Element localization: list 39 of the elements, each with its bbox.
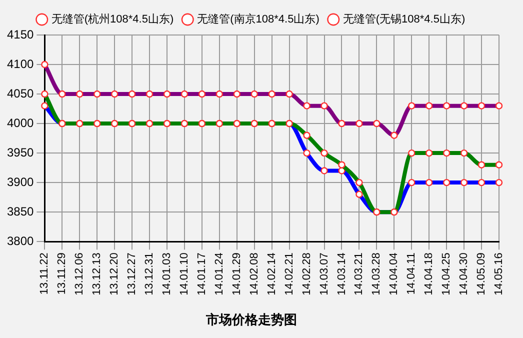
y-tick-label: 3900: [6, 174, 34, 189]
x-tick-label: 14.03.07: [318, 252, 330, 296]
x-tick-label: 13.11.29: [56, 252, 68, 295]
x-tick-label: 13.12.20: [108, 252, 121, 296]
x-tick-label: 14.01.03: [161, 252, 174, 296]
text: 市场价格走势图: [205, 312, 297, 327]
legend-label: 无缝管(无锡108*4.5山东): [342, 12, 466, 26]
x-tick-label: 14.02.28: [300, 252, 313, 296]
x-tick-label: 14.03.21: [353, 252, 366, 296]
x-tick-label: 14.02.14: [266, 252, 278, 296]
x-tick-label: 14.01.17: [196, 252, 208, 296]
x-tick-label: 14.03.14: [336, 252, 348, 296]
x-tick-label: 14.04.25: [440, 252, 453, 296]
y-tick-label: 4150: [6, 27, 34, 42]
x-tick-label: 14.04.30: [458, 252, 470, 296]
x-tick-label: 13.12.06: [74, 252, 86, 296]
y-tick-label: 3950: [6, 145, 34, 160]
x-tick-label: 14.04.18: [423, 252, 436, 296]
y-tick-label: 4100: [6, 56, 34, 71]
x-tick-label: 14.05.16: [493, 252, 506, 296]
y-tick-label: 4000: [6, 116, 34, 130]
x-tick-label: 14.02.21: [283, 252, 296, 296]
x-tick-label: 14.05.09: [476, 252, 488, 296]
legend-label: 无缝管(南京108*4.5山东): [197, 12, 320, 26]
legend-label: 无缝管(杭州108*4.5山东): [51, 12, 174, 26]
x-tick-label: 14.02.08: [248, 252, 260, 296]
y-tick-label: 3850: [6, 204, 34, 218]
y-tick-label: 4050: [6, 86, 34, 100]
x-tick-label: 14.03.28: [370, 252, 383, 296]
x-tick-label: 14.04.11: [406, 252, 418, 295]
x-tick-label: 13.11.22: [38, 252, 51, 295]
x-tick-label: 13.12.13: [91, 252, 104, 296]
x-tick-label: 13.12.31: [144, 252, 156, 296]
y-tick-label: 3800: [6, 234, 34, 248]
x-tick-label: 14.04.04: [388, 252, 400, 296]
x-tick-label: 14.01.24: [213, 252, 226, 296]
x-tick-label: 14.01.10: [178, 252, 191, 296]
x-tick-label: 14.01.29: [230, 252, 243, 296]
x-tick-label: 13.12.27: [126, 252, 138, 296]
